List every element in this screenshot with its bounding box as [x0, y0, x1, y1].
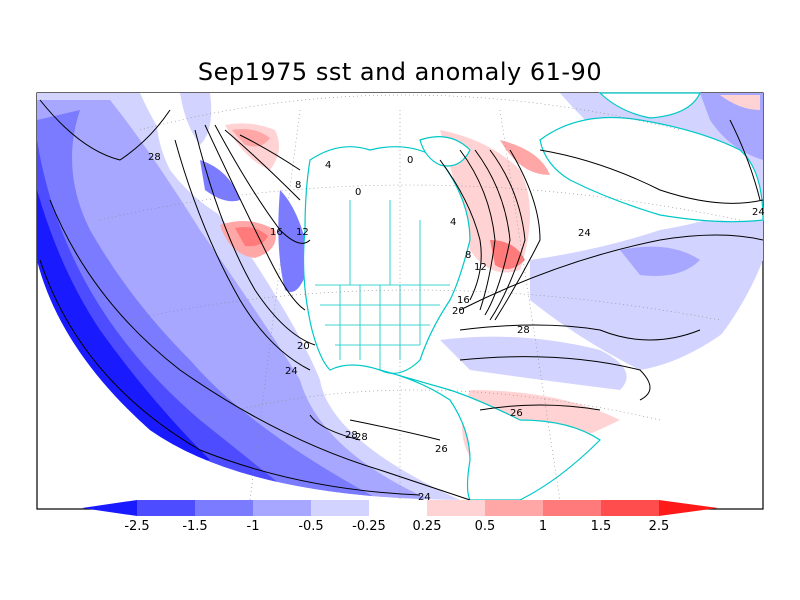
colorbar-swatch	[311, 500, 369, 516]
anomaly-region	[235, 227, 268, 247]
colorbar-label: -0.25	[352, 519, 386, 534]
colorbar-arrow-left	[82, 500, 137, 516]
anomaly-region	[620, 246, 700, 276]
contour-label: 4	[325, 160, 331, 171]
europe	[539, 116, 764, 223]
greenland	[419, 136, 471, 167]
colorbar-swatch	[137, 500, 195, 516]
contour-label: 20	[297, 341, 310, 352]
colorbar-label: 0.5	[475, 519, 496, 534]
contour-label: 20	[452, 306, 465, 317]
colorbar-label: 2.5	[649, 519, 670, 534]
colorbar-label: 1	[539, 519, 547, 534]
contour-label: 24	[578, 228, 591, 239]
contour-label: 16	[457, 295, 470, 306]
north-america	[302, 146, 471, 374]
colorbar-label: -1	[247, 519, 260, 534]
anomaly-region	[200, 160, 240, 202]
anomaly-region	[232, 129, 270, 147]
contour-label: 8	[465, 250, 471, 261]
land-masses	[302, 92, 764, 501]
anomaly-region	[440, 130, 530, 273]
colorbar-label: 0.25	[413, 519, 442, 534]
contour-label: 8	[295, 180, 301, 191]
graticule	[99, 94, 741, 501]
anomaly-region	[700, 93, 763, 160]
colorbar-swatch	[485, 500, 543, 516]
contour-label: 28	[345, 430, 358, 441]
colorbar: -2.5 -1.5 -1 -0.5 -0.25 0.25 0.5 1 1.5 2…	[82, 500, 718, 534]
contour-label: 28	[355, 432, 368, 443]
anomaly-region	[500, 140, 550, 175]
contour-label: 12	[474, 262, 487, 273]
anomaly-region	[490, 240, 525, 269]
map-title: Sep1975 sst and anomaly 61-90	[197, 58, 603, 86]
contour-label: 26	[435, 444, 448, 455]
contour-label: 0	[407, 155, 413, 166]
contour-label: 16	[270, 227, 283, 238]
colorbar-swatch	[427, 500, 485, 516]
contour-label: 28	[148, 152, 161, 163]
anomaly-region	[440, 336, 627, 390]
colorbar-arrow-right	[659, 500, 718, 516]
colorbar-swatch	[195, 500, 253, 516]
contour-label: 0	[355, 187, 361, 198]
contour-label: 24	[418, 492, 431, 503]
colorbar-label: 1.5	[591, 519, 612, 534]
contour-labels: 28 28 24 24 20 20 16 16 12 12 8 8 4 4 0 …	[148, 152, 765, 503]
colorbar-swatch	[253, 500, 311, 516]
arctic-islands	[598, 92, 701, 119]
colorbar-swatch	[601, 500, 659, 516]
anomaly-region	[720, 95, 760, 110]
anomaly-region	[530, 200, 763, 370]
contour-label: 28	[517, 325, 530, 336]
sst-contours	[39, 99, 764, 501]
colorbar-swatch	[369, 500, 427, 516]
anomaly-region	[170, 250, 300, 420]
colorbar-label: -2.5	[124, 519, 149, 534]
political-borders	[315, 200, 450, 370]
colorbar-swatch	[543, 500, 601, 516]
contour-label: 4	[450, 217, 456, 228]
central-south-america	[379, 369, 601, 501]
anomaly-region	[180, 93, 212, 145]
colorbar-label: -1.5	[182, 519, 207, 534]
colorbar-label: -0.5	[298, 519, 323, 534]
contour-label: 26	[510, 408, 523, 419]
contour-label: 12	[296, 227, 309, 238]
contour-label: 24	[752, 207, 765, 218]
contour-label: 24	[285, 366, 298, 377]
